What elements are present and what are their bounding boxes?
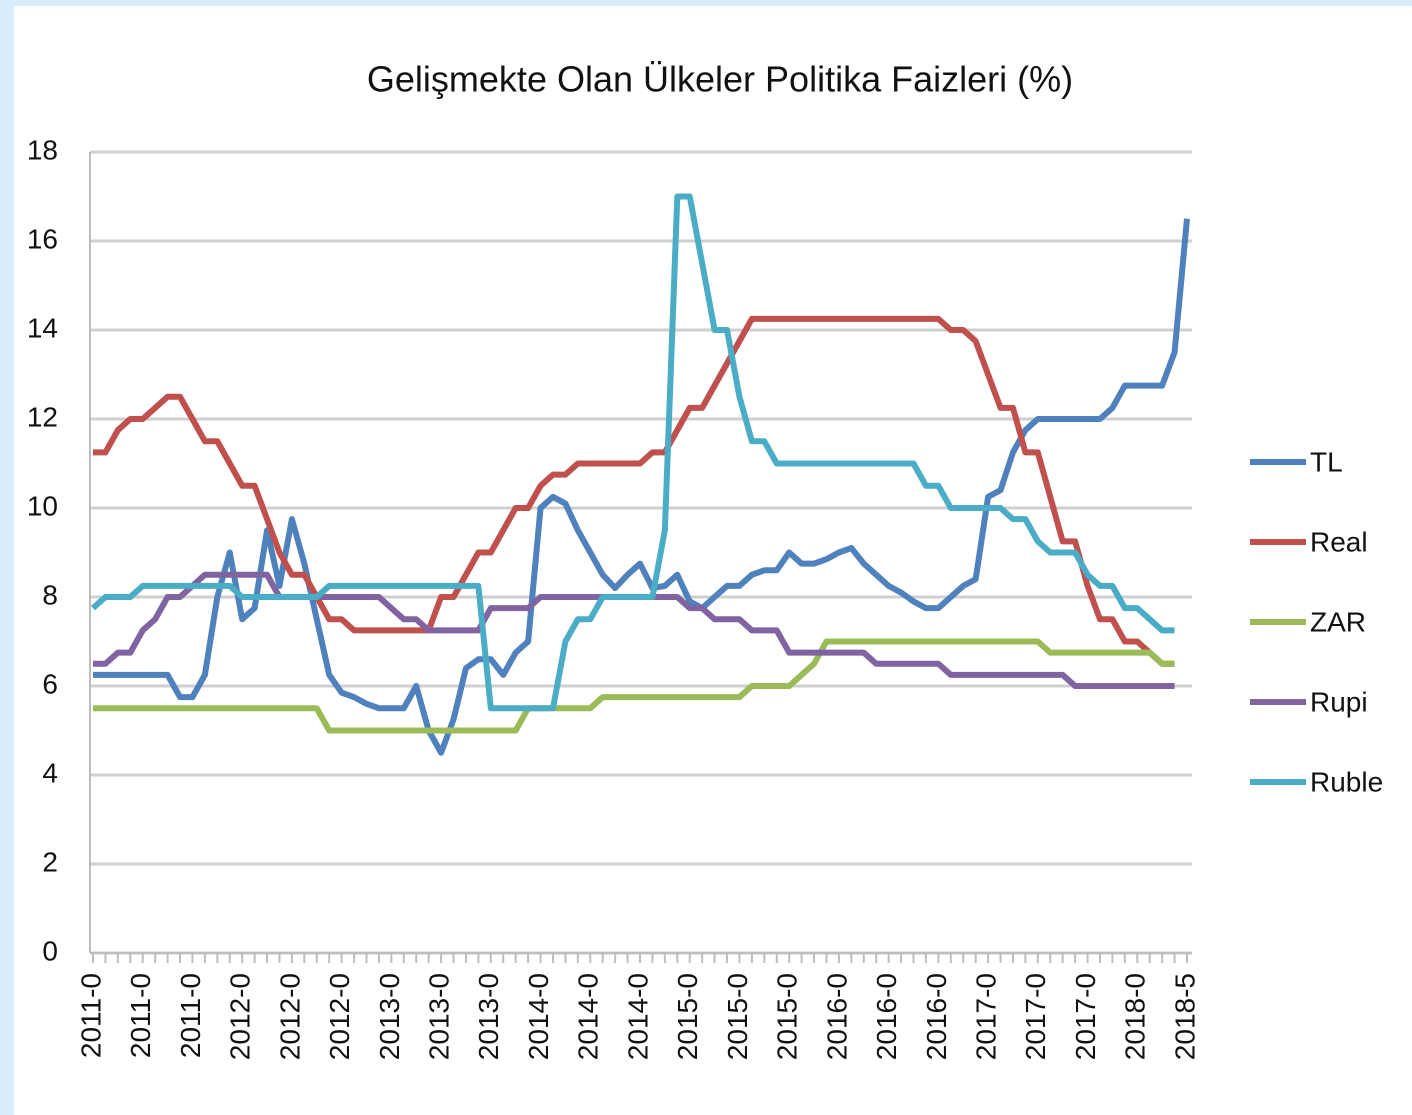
legend-label: ZAR <box>1310 606 1366 637</box>
x-tick-label: 2012-0 <box>274 973 305 1060</box>
x-tick-label: 2017-0 <box>1020 973 1051 1060</box>
y-tick-label: 10 <box>27 490 58 521</box>
x-tick-label: 2017-0 <box>970 973 1001 1060</box>
series-line <box>93 638 1175 734</box>
y-tick-label: 18 <box>27 134 58 165</box>
x-tick-label: 2013-0 <box>374 973 405 1060</box>
y-tick-label: 0 <box>42 935 58 966</box>
x-tick-label: 2014-0 <box>573 973 604 1060</box>
x-tick-label: 2014-0 <box>523 973 554 1060</box>
x-tick-label: 2014-0 <box>622 973 653 1060</box>
series-line <box>90 193 1175 712</box>
x-tick-label: 2018-5 <box>1169 973 1200 1060</box>
x-tick-label: 2011-0 <box>75 973 106 1058</box>
x-tick-label: 2011-0 <box>125 973 156 1058</box>
x-tick-label: 2015-0 <box>772 973 803 1060</box>
x-tick-label: 2013-0 <box>423 973 454 1060</box>
x-tick-label: 2016-0 <box>871 973 902 1060</box>
legend-label: Real <box>1310 526 1368 557</box>
y-tick-label: 2 <box>42 846 58 877</box>
y-tick-label: 4 <box>42 757 58 788</box>
series-line <box>93 315 1175 667</box>
chart-title: Gelişmekte Olan Ülkeler Politika Faizler… <box>367 59 1073 100</box>
x-tick-label: 2012-0 <box>225 973 256 1060</box>
legend-label: Rupi <box>1310 686 1368 717</box>
x-tick-label: 2015-0 <box>672 973 703 1060</box>
x-tick-label: 2015-0 <box>722 973 753 1060</box>
y-tick-label: 8 <box>42 579 58 610</box>
x-tick-label: 2012-0 <box>324 973 355 1060</box>
x-tick-label: 2016-0 <box>821 973 852 1060</box>
legend-label: TL <box>1310 446 1343 477</box>
x-tick-label: 2016-0 <box>921 973 952 1060</box>
legend-label: Ruble <box>1310 766 1383 797</box>
x-tick-label: 2011-0 <box>175 973 206 1058</box>
series-line <box>93 218 1190 756</box>
x-tick-label: 2013-0 <box>473 973 504 1060</box>
y-tick-label: 12 <box>27 401 58 432</box>
y-tick-label: 14 <box>27 312 58 343</box>
x-tick-label: 2017-0 <box>1070 973 1101 1060</box>
y-tick-label: 16 <box>27 223 58 254</box>
x-tick-label: 2018-0 <box>1120 973 1151 1060</box>
y-tick-label: 6 <box>42 668 58 699</box>
chart-panel <box>14 6 1412 1115</box>
